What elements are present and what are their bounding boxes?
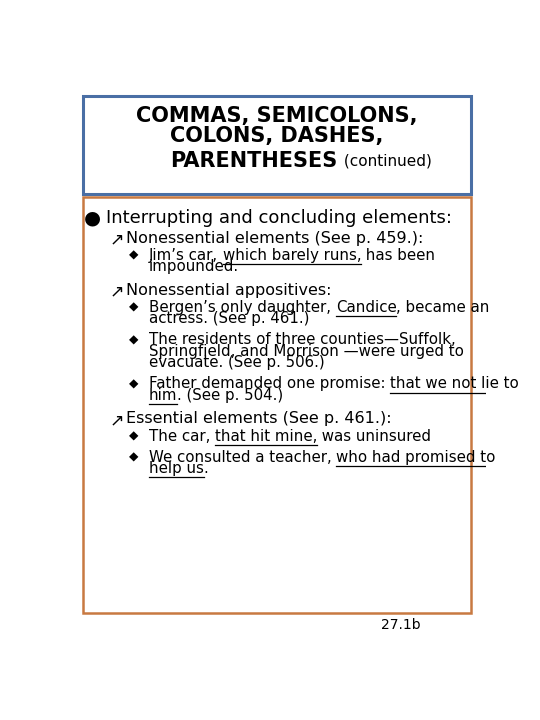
- Text: impounded.: impounded.: [149, 259, 239, 274]
- Text: ◆: ◆: [130, 248, 139, 261]
- Text: which barely runs,: which barely runs,: [223, 248, 361, 263]
- Text: The car,: The car,: [149, 428, 215, 444]
- Text: ↗: ↗: [109, 282, 124, 300]
- Text: 27.1b: 27.1b: [381, 618, 421, 632]
- Text: (continued): (continued): [340, 153, 433, 168]
- Text: Springfield, and Morrison —were urged to: Springfield, and Morrison —were urged to: [149, 344, 464, 359]
- Text: Bergen’s only daughter,: Bergen’s only daughter,: [149, 300, 336, 315]
- Text: him: him: [149, 388, 177, 403]
- Text: Nonessential elements (See p. 459.):: Nonessential elements (See p. 459.):: [126, 230, 424, 246]
- Text: ◆: ◆: [130, 451, 139, 464]
- Text: , became an: , became an: [396, 300, 490, 315]
- Text: help us: help us: [149, 462, 204, 476]
- Text: has been: has been: [361, 248, 435, 263]
- Text: ↗: ↗: [109, 230, 124, 248]
- Text: ◆: ◆: [130, 377, 139, 390]
- Text: COLONS, DASHES,: COLONS, DASHES,: [170, 127, 383, 146]
- Text: ◆: ◆: [130, 333, 139, 346]
- Text: Essential elements (See p. 461.):: Essential elements (See p. 461.):: [126, 411, 392, 426]
- Text: COMMAS, SEMICOLONS,: COMMAS, SEMICOLONS,: [136, 106, 417, 126]
- Text: actress. (See p. 461.): actress. (See p. 461.): [149, 311, 309, 326]
- Text: evacuate. (See p. 506.): evacuate. (See p. 506.): [149, 355, 325, 370]
- Text: ↗: ↗: [109, 411, 124, 429]
- FancyBboxPatch shape: [83, 197, 470, 613]
- Text: was uninsured: was uninsured: [318, 428, 431, 444]
- Text: who had promised to: who had promised to: [336, 450, 496, 464]
- Text: The residents of three counties—Suffolk,: The residents of three counties—Suffolk,: [149, 333, 456, 347]
- Text: that hit mine,: that hit mine,: [215, 428, 318, 444]
- Text: We consulted a teacher,: We consulted a teacher,: [149, 450, 336, 464]
- Text: Father demanded one promise:: Father demanded one promise:: [149, 377, 390, 392]
- Text: ◆: ◆: [130, 429, 139, 442]
- Text: Jim’s car,: Jim’s car,: [149, 248, 223, 263]
- FancyBboxPatch shape: [83, 96, 470, 194]
- Text: Candice: Candice: [336, 300, 396, 315]
- Text: PARENTHESES: PARENTHESES: [170, 151, 337, 171]
- Text: ◆: ◆: [130, 300, 139, 313]
- Text: that we not lie to: that we not lie to: [390, 377, 519, 392]
- Text: Interrupting and concluding elements:: Interrupting and concluding elements:: [106, 209, 453, 227]
- Text: Nonessential appositives:: Nonessential appositives:: [126, 282, 332, 297]
- Text: ●: ●: [84, 209, 101, 228]
- Text: .: .: [204, 462, 208, 476]
- Text: . (See p. 504.): . (See p. 504.): [177, 388, 284, 403]
